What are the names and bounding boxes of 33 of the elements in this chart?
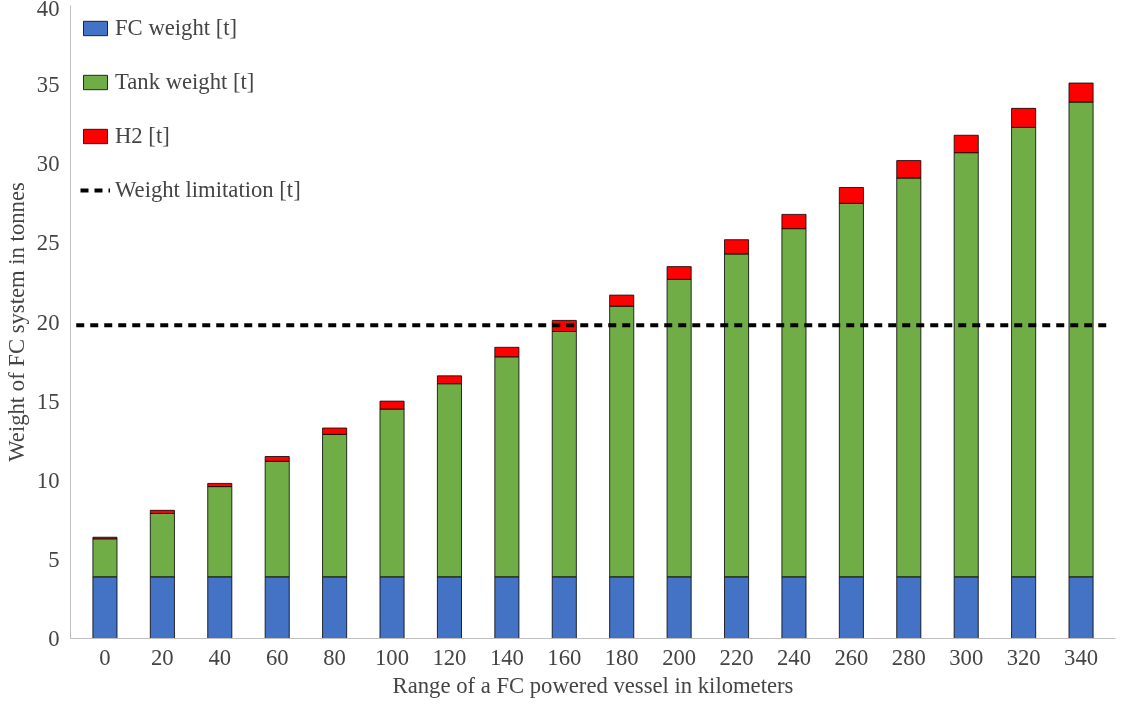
x-tick-label: 320 (1006, 644, 1041, 670)
y-tick-label: 20 (36, 309, 60, 335)
legend-label: H2 [t] (115, 123, 170, 149)
x-tick-label: 80 (323, 644, 346, 670)
x-tick-label: 160 (547, 644, 582, 670)
x-axis-title: Range of a FC powered vessel in kilometers (392, 672, 794, 698)
legend-label: FC weight [t] (115, 15, 238, 41)
x-tick-label: 200 (662, 644, 697, 670)
x-tick-label: 340 (1064, 644, 1099, 670)
x-tick-label: 300 (949, 644, 984, 670)
x-tick-label: 240 (776, 644, 811, 670)
x-tick-label: 40 (208, 644, 232, 670)
x-tick-label: 140 (489, 644, 524, 670)
legend-label: Weight limitation [t] (115, 177, 301, 203)
y-tick-label: 40 (36, 0, 60, 21)
y-tick-label: 30 (36, 151, 60, 177)
x-tick-label: 120 (432, 644, 467, 670)
x-tick-label: 220 (719, 644, 754, 670)
y-tick-label: 5 (48, 546, 60, 572)
x-tick-label: 20 (151, 644, 174, 670)
y-tick-label: 0 (48, 626, 60, 651)
x-tick-label: 280 (891, 644, 926, 670)
x-tick-label: 100 (375, 644, 410, 670)
y-tick-label: 35 (36, 72, 60, 98)
y-tick-label: 10 (36, 467, 60, 493)
x-tick-label: 260 (834, 644, 869, 670)
y-axis-title: Weight of FC system in tonnes (3, 182, 29, 462)
y-tick-label: 15 (36, 388, 60, 414)
x-tick-label: 0 (99, 644, 111, 670)
y-tick-label: 25 (36, 230, 60, 256)
x-tick-label: 180 (604, 644, 639, 670)
legend-label: Tank weight [t] (115, 69, 255, 95)
x-tick-label: 60 (265, 644, 289, 670)
